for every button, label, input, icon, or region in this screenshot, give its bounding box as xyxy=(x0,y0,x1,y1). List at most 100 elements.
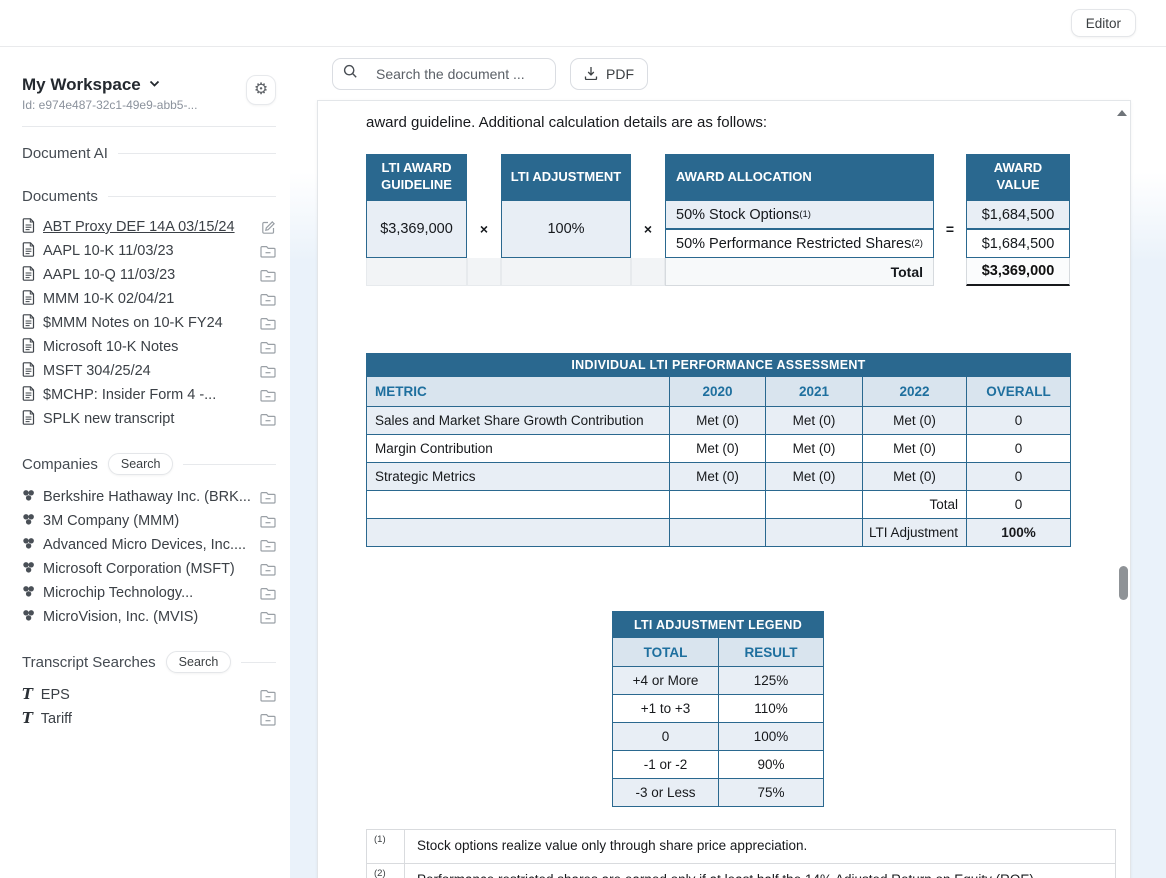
document-paragraph: award guideline. Additional calculation … xyxy=(366,114,768,131)
table-cell xyxy=(367,519,670,547)
table-cell xyxy=(670,491,766,519)
file-icon xyxy=(22,289,35,309)
editor-button[interactable]: Editor xyxy=(1070,9,1136,37)
edit-icon[interactable] xyxy=(261,220,276,235)
allocation-cell: 50% Performance Restricted Shares (2) xyxy=(665,229,934,258)
section-label: Documents xyxy=(22,188,98,205)
company-item[interactable]: Microchip Technology... xyxy=(22,581,276,605)
section-label: Document AI xyxy=(22,145,108,162)
search-input[interactable] xyxy=(376,66,557,82)
table-cell: 0 xyxy=(967,407,1071,435)
table-cell: Strategic Metrics xyxy=(367,463,670,491)
file-icon xyxy=(22,313,35,333)
folder-minus-icon[interactable] xyxy=(260,611,276,624)
document-item[interactable]: ABT Proxy DEF 14A 03/15/24 xyxy=(22,215,276,239)
multiply-sign: × xyxy=(643,221,653,237)
folder-minus-icon[interactable] xyxy=(260,713,276,726)
folder-minus-icon[interactable] xyxy=(260,563,276,576)
company-icon xyxy=(22,489,35,506)
lti-adjustment-header: LTI ADJUSTMENT xyxy=(501,154,631,200)
company-item[interactable]: Advanced Micro Devices, Inc.... xyxy=(22,533,276,557)
company-item[interactable]: Microsoft Corporation (MSFT) xyxy=(22,557,276,581)
footnote-marker: (1) xyxy=(367,830,405,863)
transcripts-search-button[interactable]: Search xyxy=(165,651,232,673)
folder-minus-icon[interactable] xyxy=(260,413,276,426)
transcript-search-item[interactable]: Tariff xyxy=(22,707,276,731)
folder-minus-icon[interactable] xyxy=(260,689,276,702)
file-icon xyxy=(22,361,35,381)
document-item[interactable]: $MMM Notes on 10-K FY24 xyxy=(22,311,276,335)
document-search-box[interactable] xyxy=(332,58,557,90)
guideline-value-cell: $3,369,000 xyxy=(366,200,467,258)
scrollbar-thumb[interactable] xyxy=(1119,566,1128,600)
folder-minus-icon[interactable] xyxy=(260,245,276,258)
document-item[interactable]: AAPL 10-K 11/03/23 xyxy=(22,239,276,263)
company-icon xyxy=(22,585,35,602)
pdf-download-button[interactable]: PDF xyxy=(570,58,648,90)
folder-minus-icon[interactable] xyxy=(260,317,276,330)
section-transcript-searches: Transcript Searches Search xyxy=(22,651,276,673)
table-cell: Met (0) xyxy=(766,463,863,491)
company-label: Microchip Technology... xyxy=(43,585,194,601)
empty-cell xyxy=(467,258,501,286)
file-icon xyxy=(22,265,35,285)
folder-minus-icon[interactable] xyxy=(260,365,276,378)
section-companies: Companies Search xyxy=(22,453,276,475)
table-cell: Sales and Market Share Growth Contributi… xyxy=(367,407,670,435)
column-header: 2022 xyxy=(863,377,967,407)
document-item[interactable]: SPLK new transcript xyxy=(22,407,276,431)
table-cell: 0 xyxy=(967,491,1071,519)
table-cell: 110% xyxy=(719,695,824,723)
table-cell: -1 or -2 xyxy=(613,751,719,779)
folder-minus-icon[interactable] xyxy=(260,341,276,354)
column-header: TOTAL xyxy=(613,638,719,667)
equals-sign: = xyxy=(945,221,955,237)
company-item[interactable]: MicroVision, Inc. (MVIS) xyxy=(22,605,276,629)
document-label: $MCHP: Insider Form 4 -... xyxy=(43,387,217,403)
transcripts-list: EPS Tariff xyxy=(22,683,276,731)
table-cell: 100% xyxy=(967,519,1071,547)
lti-performance-assessment-table: INDIVIDUAL LTI PERFORMANCE ASSESSMENT MET… xyxy=(366,353,1071,547)
table-cell: -3 or Less xyxy=(613,779,719,807)
folder-minus-icon[interactable] xyxy=(260,269,276,282)
column-header: METRIC xyxy=(367,377,670,407)
company-item[interactable]: 3M Company (MMM) xyxy=(22,509,276,533)
empty-cell xyxy=(501,258,631,286)
file-icon xyxy=(22,337,35,357)
footnote-text: Performance restricted shares are earned… xyxy=(405,864,1115,878)
column-header: 2020 xyxy=(670,377,766,407)
folder-minus-icon[interactable] xyxy=(260,515,276,528)
column-header: OVERALL xyxy=(967,377,1071,407)
document-label: MSFT 304/25/24 xyxy=(43,363,151,379)
company-item[interactable]: Berkshire Hathaway Inc. (BRK... xyxy=(22,485,276,509)
document-label: $MMM Notes on 10-K FY24 xyxy=(43,315,223,331)
folder-minus-icon[interactable] xyxy=(260,587,276,600)
footnotes-table: (1) Stock options realize value only thro… xyxy=(366,829,1116,878)
document-item[interactable]: Microsoft 10-K Notes xyxy=(22,335,276,359)
document-item[interactable]: $MCHP: Insider Form 4 -... xyxy=(22,383,276,407)
folder-minus-icon[interactable] xyxy=(260,389,276,402)
document-item[interactable]: MMM 10-K 02/04/21 xyxy=(22,287,276,311)
folder-minus-icon[interactable] xyxy=(260,491,276,504)
document-label: Microsoft 10-K Notes xyxy=(43,339,179,355)
footnote-row: (1) Stock options realize value only thro… xyxy=(367,830,1115,863)
folder-minus-icon[interactable] xyxy=(260,539,276,552)
workspace-switcher[interactable]: My Workspace xyxy=(22,75,197,95)
document-label: ABT Proxy DEF 14A 03/15/24 xyxy=(43,219,235,235)
award-value-header: AWARD VALUE xyxy=(966,154,1070,200)
company-icon xyxy=(22,609,35,626)
chevron-down-icon xyxy=(148,75,161,95)
table-title: LTI ADJUSTMENT LEGEND xyxy=(613,612,824,638)
folder-minus-icon[interactable] xyxy=(260,293,276,306)
document-item[interactable]: AAPL 10-Q 11/03/23 xyxy=(22,263,276,287)
companies-search-button[interactable]: Search xyxy=(107,453,174,475)
transcript-search-item[interactable]: EPS xyxy=(22,683,276,707)
footnote-row: (2)Performance restricted shares are ear… xyxy=(367,863,1115,878)
award-calculation-table: LTI AWARD GUIDELINE LTI ADJUSTMENT AWARD… xyxy=(366,154,1070,286)
scroll-up-icon[interactable] xyxy=(1117,110,1127,116)
allocation-cell: 50% Stock Options (1) xyxy=(665,200,934,229)
gear-icon[interactable] xyxy=(246,75,276,105)
transcript-icon xyxy=(22,687,33,703)
document-item[interactable]: MSFT 304/25/24 xyxy=(22,359,276,383)
award-allocation-header: AWARD ALLOCATION xyxy=(665,154,934,200)
